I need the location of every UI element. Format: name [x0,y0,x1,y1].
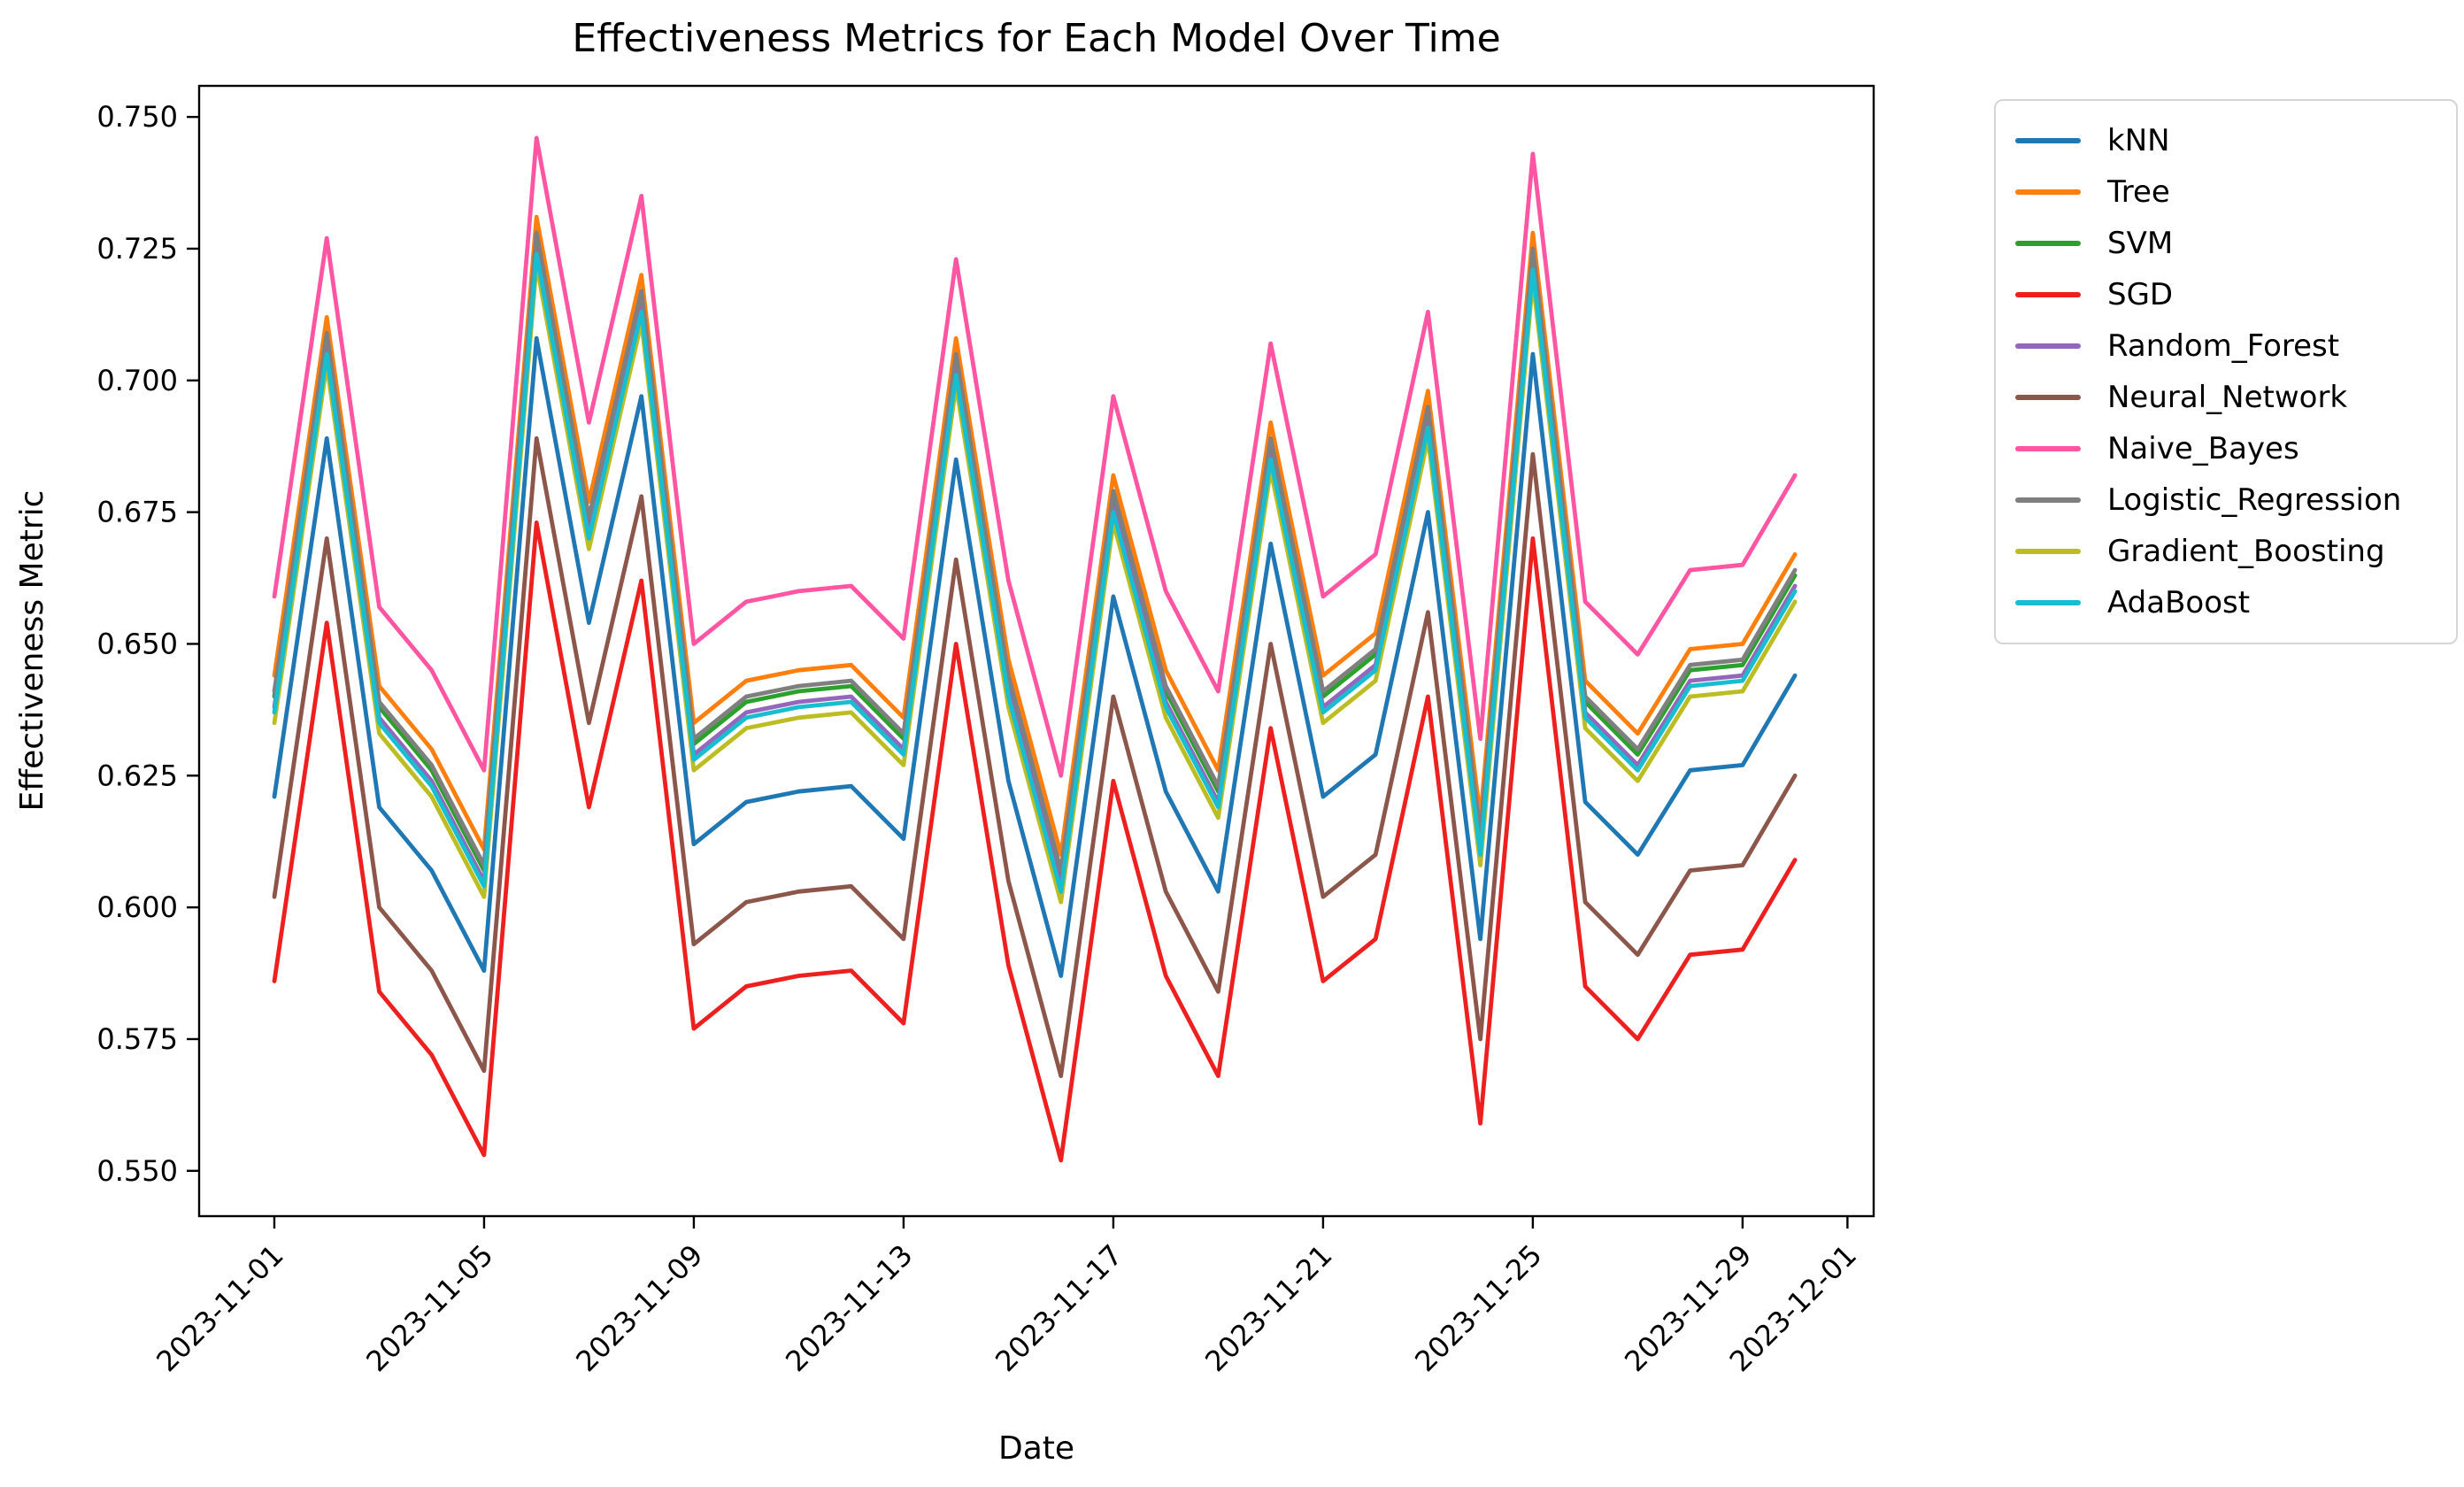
legend-swatch-Logistic_Regression [2015,497,2081,503]
legend-item-Neural_Network: Neural_Network [2015,372,2447,423]
legend-item-Logistic_Regression: Logistic_Regression [2015,474,2447,526]
series-line-kNN [272,335,1798,978]
y-tick-label: 0.600 [96,890,178,924]
legend-label: AdaBoost [2107,585,2251,620]
x-tick-label: 2023-11-13 [779,1238,919,1378]
legend-swatch-Tree [2015,189,2081,195]
legend-swatch-Gradient_Boosting [2015,549,2081,554]
x-tick-label: 2023-11-25 [1408,1238,1548,1378]
x-axis-label: Date [998,1430,1074,1467]
legend-label: Random_Forest [2107,328,2340,364]
series-line-Naive_Bayes [272,135,1798,778]
legend-item-SVM: SVM [2015,218,2447,269]
legend: kNN Tree SVM SGD Random_Forest Neural_Network… [1994,99,2458,644]
legend-label: Neural_Network [2107,380,2348,415]
legend-swatch-SVM [2015,241,2081,246]
x-tick-label: 2023-11-01 [150,1238,289,1378]
legend-label: Naive_Bayes [2107,431,2299,466]
series-line-Neural_Network [272,435,1798,1078]
legend-swatch-Random_Forest [2015,343,2081,349]
legend-item-Random_Forest: Random_Forest [2015,320,2447,372]
series-line-SGD [272,520,1798,1163]
legend-swatch-AdaBoost [2015,600,2081,605]
legend-item-SGD: SGD [2015,269,2447,320]
legend-label: Tree [2107,174,2170,210]
legend-label: SGD [2107,277,2174,312]
legend-item-AdaBoost: AdaBoost [2015,577,2447,628]
x-tick-label: 2023-11-17 [989,1238,1128,1378]
x-tick-label: 2023-11-21 [1198,1238,1338,1378]
plot-border [197,84,1875,1218]
y-tick-label: 0.675 [96,496,178,529]
series-lines [272,135,1798,1163]
y-tick-label: 0.625 [96,759,178,792]
legend-swatch-Neural_Network [2015,395,2081,400]
legend-label: SVM [2107,226,2174,261]
legend-item-Gradient_Boosting: Gradient_Boosting [2015,526,2447,577]
legend-label: Logistic_Regression [2107,482,2402,518]
legend-label: kNN [2107,123,2170,158]
legend-item-Tree: Tree [2015,166,2447,218]
y-tick-label: 0.650 [96,627,178,660]
legend-label: Gradient_Boosting [2107,534,2385,569]
series-line-AdaBoost [272,251,1798,894]
y-tick-label: 0.575 [96,1022,178,1056]
y-tick-label: 0.550 [96,1154,178,1188]
y-tick-label: 0.750 [96,100,178,134]
y-axis-label: Effectiveness Metric [14,490,50,812]
legend-swatch-kNN [2015,138,2081,143]
legend-item-Naive_Bayes: Naive_Bayes [2015,423,2447,474]
x-tick-label: 2023-11-09 [569,1238,709,1378]
series-line-Gradient_Boosting [272,262,1798,905]
legend-swatch-SGD [2015,292,2081,297]
y-tick-label: 0.725 [96,232,178,266]
y-tick-label: 0.700 [96,364,178,397]
legend-swatch-Naive_Bayes [2015,446,2081,451]
legend-item-kNN: kNN [2015,115,2447,166]
x-tick-label: 2023-11-05 [359,1238,499,1378]
chart-title: Effectiveness Metrics for Each Model Ove… [572,16,1500,61]
